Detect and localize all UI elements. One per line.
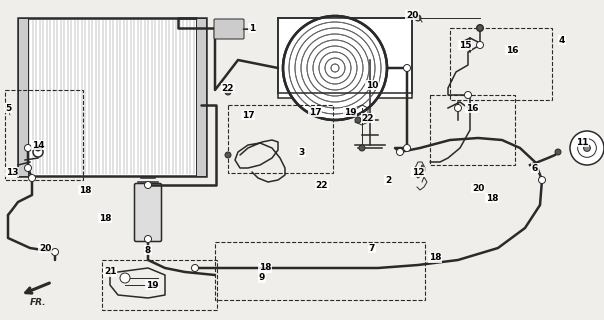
Text: 18: 18 — [429, 253, 442, 262]
Text: 10: 10 — [366, 81, 378, 90]
Circle shape — [283, 16, 387, 120]
Text: 19: 19 — [344, 108, 356, 116]
Text: 4: 4 — [559, 36, 565, 44]
Text: 2: 2 — [385, 175, 391, 185]
Text: 17: 17 — [309, 108, 321, 116]
Text: 9: 9 — [259, 274, 265, 283]
Circle shape — [570, 131, 604, 165]
Circle shape — [51, 249, 59, 255]
Circle shape — [415, 15, 421, 21]
Circle shape — [577, 139, 596, 157]
Bar — [430, 95, 515, 165]
Circle shape — [403, 65, 411, 71]
Text: 20: 20 — [39, 244, 51, 252]
Circle shape — [33, 147, 43, 157]
Circle shape — [35, 145, 41, 151]
Bar — [278, 18, 412, 98]
Text: 18: 18 — [259, 263, 271, 273]
Text: 11: 11 — [576, 138, 588, 147]
Bar — [215, 242, 425, 300]
Text: 8: 8 — [145, 245, 151, 254]
Circle shape — [25, 164, 31, 172]
Circle shape — [191, 265, 199, 271]
Circle shape — [355, 117, 361, 123]
Bar — [102, 260, 217, 310]
Circle shape — [144, 181, 152, 188]
Text: 6: 6 — [532, 164, 538, 172]
Text: 18: 18 — [98, 213, 111, 222]
Circle shape — [583, 145, 590, 151]
Circle shape — [477, 25, 483, 31]
Circle shape — [283, 16, 387, 120]
Text: 12: 12 — [412, 167, 424, 177]
Text: FR.: FR. — [30, 298, 47, 307]
Circle shape — [464, 92, 472, 99]
Circle shape — [555, 149, 561, 155]
Bar — [196, 18, 206, 176]
Circle shape — [225, 152, 231, 158]
Text: 17: 17 — [242, 110, 254, 119]
FancyBboxPatch shape — [214, 19, 244, 39]
Text: 5: 5 — [5, 103, 11, 113]
Text: 22: 22 — [316, 180, 328, 189]
Bar — [450, 28, 552, 100]
Circle shape — [25, 145, 31, 151]
Text: 14: 14 — [31, 140, 44, 149]
Circle shape — [477, 42, 483, 49]
Circle shape — [28, 174, 36, 181]
Bar — [18, 18, 28, 176]
Text: 22: 22 — [362, 114, 374, 123]
Text: 22: 22 — [222, 84, 234, 92]
FancyBboxPatch shape — [135, 183, 161, 242]
Text: 19: 19 — [146, 281, 158, 290]
Text: 3: 3 — [299, 148, 305, 156]
Text: 1: 1 — [249, 23, 255, 33]
Text: 18: 18 — [79, 186, 91, 195]
Circle shape — [144, 236, 152, 243]
Bar — [5, 90, 83, 180]
Bar — [18, 18, 206, 176]
Text: 20: 20 — [472, 183, 484, 193]
Circle shape — [120, 273, 130, 283]
Circle shape — [403, 145, 411, 151]
Text: 7: 7 — [369, 244, 375, 252]
Circle shape — [225, 89, 231, 95]
Bar — [228, 105, 333, 173]
Circle shape — [396, 148, 403, 156]
Text: 21: 21 — [104, 268, 116, 276]
Text: 16: 16 — [506, 45, 518, 54]
Circle shape — [477, 25, 483, 31]
Text: 15: 15 — [459, 41, 471, 50]
Text: 16: 16 — [466, 103, 478, 113]
Circle shape — [359, 145, 365, 151]
Circle shape — [454, 105, 461, 111]
Circle shape — [539, 177, 545, 183]
Text: 18: 18 — [486, 194, 498, 203]
Text: 13: 13 — [6, 167, 18, 177]
Bar — [18, 18, 206, 176]
Text: 20: 20 — [406, 11, 418, 20]
